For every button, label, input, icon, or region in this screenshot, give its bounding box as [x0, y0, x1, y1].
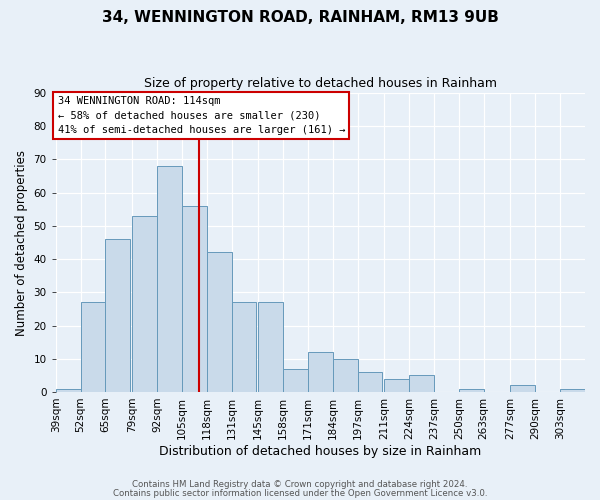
Bar	[385, 378, 409, 392]
Bar	[80, 302, 106, 392]
X-axis label: Distribution of detached houses by size in Rainham: Distribution of detached houses by size …	[159, 444, 481, 458]
Bar	[232, 302, 256, 392]
Bar	[283, 368, 308, 392]
Title: Size of property relative to detached houses in Rainham: Size of property relative to detached ho…	[144, 78, 497, 90]
Bar	[511, 386, 535, 392]
Bar	[106, 239, 130, 392]
Bar	[182, 206, 206, 392]
Bar	[56, 388, 80, 392]
Text: Contains public sector information licensed under the Open Government Licence v3: Contains public sector information licen…	[113, 489, 487, 498]
Bar	[206, 252, 232, 392]
Y-axis label: Number of detached properties: Number of detached properties	[15, 150, 28, 336]
Text: 34 WENNINGTON ROAD: 114sqm
← 58% of detached houses are smaller (230)
41% of sem: 34 WENNINGTON ROAD: 114sqm ← 58% of deta…	[58, 96, 345, 135]
Bar	[409, 376, 434, 392]
Bar	[333, 358, 358, 392]
Bar	[308, 352, 333, 392]
Bar	[358, 372, 382, 392]
Bar	[157, 166, 182, 392]
Bar	[258, 302, 283, 392]
Text: 34, WENNINGTON ROAD, RAINHAM, RM13 9UB: 34, WENNINGTON ROAD, RAINHAM, RM13 9UB	[101, 10, 499, 25]
Text: Contains HM Land Registry data © Crown copyright and database right 2024.: Contains HM Land Registry data © Crown c…	[132, 480, 468, 489]
Bar	[459, 388, 484, 392]
Bar	[560, 388, 585, 392]
Bar	[132, 216, 157, 392]
